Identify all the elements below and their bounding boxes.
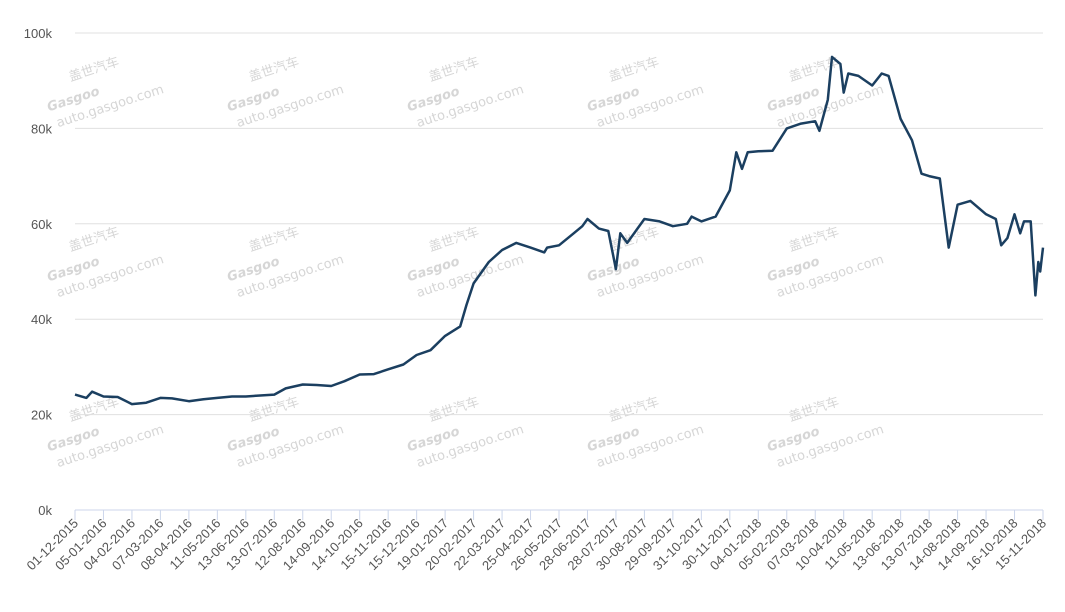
watermark-cn: 盖世汽车 — [427, 224, 481, 255]
watermark-cn: 盖世汽车 — [67, 224, 121, 255]
y-tick-label: 0k — [38, 503, 52, 518]
y-tick-label: 40k — [31, 312, 52, 327]
y-tick-label: 100k — [24, 26, 53, 41]
y-tick-label: 60k — [31, 217, 52, 232]
watermark-cn: 盖世汽车 — [247, 394, 301, 425]
watermark-cn: 盖世汽车 — [607, 54, 661, 85]
watermark-cn: 盖世汽车 — [787, 394, 841, 425]
watermark-cn: 盖世汽车 — [427, 54, 481, 85]
watermark-cn: 盖世汽车 — [607, 224, 661, 255]
watermark-cn: 盖世汽车 — [427, 394, 481, 425]
watermark-cn: 盖世汽车 — [247, 224, 301, 255]
y-tick-label: 80k — [31, 121, 52, 136]
watermark-cn: 盖世汽车 — [67, 394, 121, 425]
watermark-cn: 盖世汽车 — [787, 224, 841, 255]
watermark-cn: 盖世汽车 — [247, 54, 301, 85]
y-tick-label: 20k — [31, 408, 52, 423]
line-series — [74, 55, 1045, 406]
watermark-cn: 盖世汽车 — [607, 394, 661, 425]
watermark-cn: 盖世汽车 — [67, 54, 121, 85]
